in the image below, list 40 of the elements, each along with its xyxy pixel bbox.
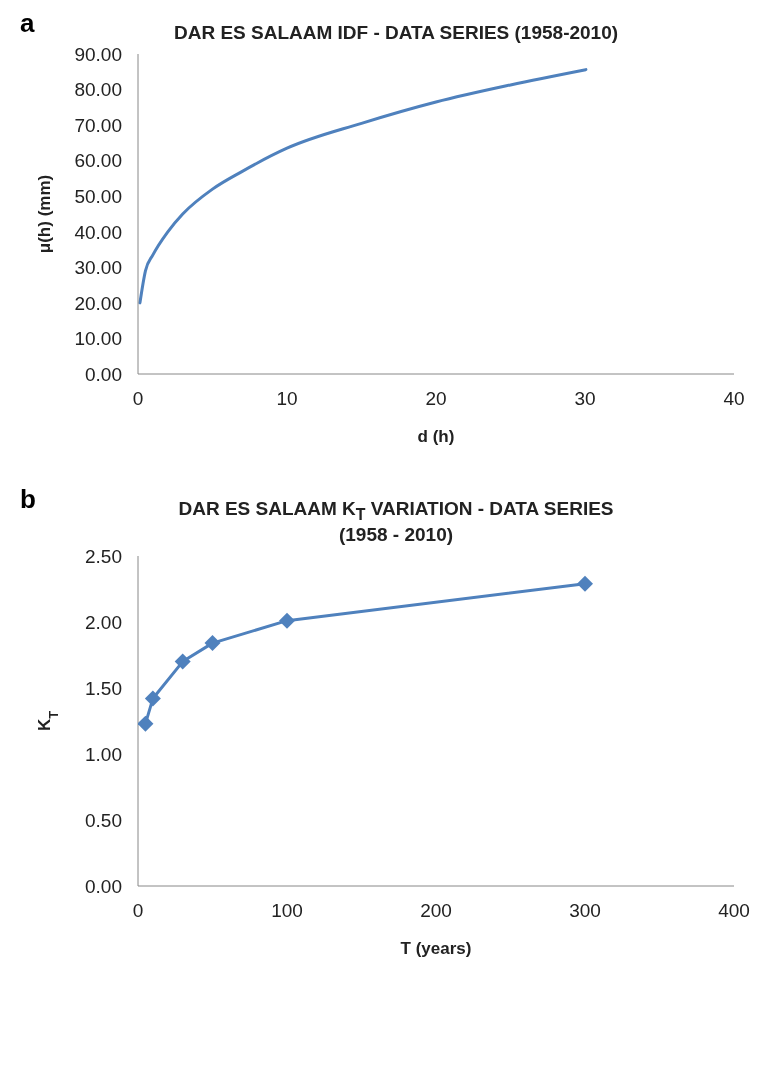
chart-title: DAR ES SALAAM K$_{T}$ VARIATION - DATA SERIES (1958 - 2010) [178, 498, 614, 545]
y-tick-label: 1.00 [85, 743, 122, 765]
y-tick-label: 2.50 [85, 545, 122, 567]
y-tick-label: 50.00 [74, 185, 122, 207]
x-tick-label: 30 [574, 388, 596, 410]
x-axis-title: T (years) [400, 938, 472, 958]
y-tick-label: 80.00 [74, 79, 122, 101]
point [174, 653, 191, 670]
x-axis-title: d (h) [417, 427, 455, 446]
y-tick-label: 70.00 [74, 114, 122, 136]
y-tick-label: 60.00 [74, 150, 122, 172]
y-tick-label: 2.00 [85, 611, 122, 633]
point [144, 690, 161, 707]
y-tick-label: 0.00 [85, 363, 122, 385]
chart-title: DAR ES SALAAM IDF - DATA SERIES (1958-2010) [173, 22, 619, 43]
y-tick-label: 0.50 [85, 809, 122, 831]
point [577, 575, 593, 592]
y-tick-label: 20.00 [74, 292, 122, 314]
line-series [138, 68, 588, 305]
y-tick-label: 1.50 [85, 677, 122, 699]
x-tick-label: 0 [132, 388, 144, 410]
y-tick-label: 0.00 [85, 875, 122, 897]
y-tick-label: 90.00 [74, 43, 122, 65]
y-tick-label: 30.00 [74, 257, 122, 279]
y-tick-label: 10.00 [74, 328, 122, 350]
point [138, 715, 154, 732]
y-axis-title: μ(h) (mm) [35, 174, 54, 254]
x-tick-label: 10 [276, 388, 298, 410]
text: a [20, 8, 35, 39]
y-tick-label: 40.00 [74, 221, 122, 243]
x-tick-label: 100 [271, 900, 303, 922]
x-tick-label: 200 [420, 900, 452, 922]
x-tick-label: 40 [723, 388, 745, 410]
text: b [20, 484, 36, 515]
x-tick-label: 0 [132, 900, 144, 922]
x-tick-label: 20 [425, 388, 447, 410]
x-tick-label: 300 [569, 900, 601, 922]
x-tick-label: 400 [718, 900, 750, 922]
point [279, 612, 295, 629]
point [204, 634, 221, 651]
